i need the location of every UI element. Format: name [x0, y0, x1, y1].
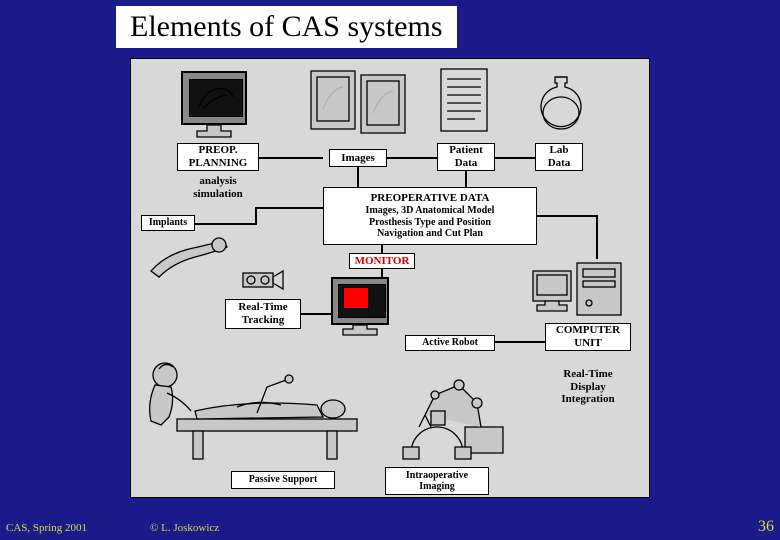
realtime-display-label: Real-TimeDisplayIntegration — [545, 365, 631, 409]
monitor-red-content-icon — [343, 287, 369, 309]
patient-data-box: PatientData — [437, 143, 495, 171]
connector — [381, 245, 383, 253]
connector — [255, 207, 257, 225]
images-box: Images — [329, 149, 387, 167]
connector — [537, 215, 597, 217]
surgery-scene-icon — [137, 341, 387, 469]
lab-data-box: LabData — [535, 143, 583, 171]
analysis-simulation-label: analysissimulation — [177, 175, 259, 201]
footer-copyright: © L. Joskowicz — [150, 522, 219, 534]
connector — [255, 207, 323, 209]
preop-data-title: PREOPERATIVE DATA — [371, 192, 490, 205]
center-monitor-stand-icon — [339, 325, 381, 337]
patient-data-sheet-icon — [439, 67, 491, 135]
preop-data-line: Prosthesis Type and Position — [369, 217, 491, 229]
preop-planning-box: PREOP.PLANNING — [177, 143, 259, 171]
film-images-icon — [309, 69, 409, 141]
realtime-tracking-box: Real-TimeTracking — [225, 299, 301, 329]
connector — [301, 313, 331, 315]
connector — [381, 269, 383, 277]
computer-unit-icon — [529, 259, 625, 319]
preop-monitor-icon — [181, 71, 247, 125]
connector — [387, 157, 437, 159]
preop-data-line: Navigation and Cut Plan — [377, 228, 483, 240]
implant-icon — [145, 235, 235, 287]
tracking-camera-icon — [241, 265, 285, 295]
connector — [357, 167, 359, 187]
page-number: 36 — [758, 518, 774, 536]
passive-support-box: Passive Support — [231, 471, 335, 489]
c-arm-icon — [391, 409, 491, 467]
connector — [465, 171, 467, 187]
diagram-canvas: PREOP.PLANNING analysissimulation Images… — [130, 58, 650, 498]
computer-unit-box: COMPUTERUNIT — [545, 323, 631, 351]
implants-box: Implants — [141, 215, 195, 231]
lab-flask-icon — [537, 73, 587, 135]
connector — [495, 157, 535, 159]
connector — [596, 215, 598, 259]
preop-data-line: Images, 3D Anatomical Model — [366, 205, 495, 217]
slide-title: Elements of CAS systems — [116, 6, 457, 48]
footer-course: CAS, Spring 2001 — [6, 522, 87, 534]
active-robot-box: Active Robot — [405, 335, 495, 351]
monitor-label-box: MONITOR — [349, 253, 415, 269]
preop-monitor-stand-icon — [191, 125, 237, 141]
bone-sketch-icon — [193, 83, 239, 113]
connector — [195, 223, 255, 225]
connector — [495, 341, 545, 343]
intraop-imaging-box: IntraoperativeImaging — [385, 467, 489, 495]
preop-data-box: PREOPERATIVE DATA Images, 3D Anatomical … — [323, 187, 537, 245]
connector — [259, 157, 323, 159]
